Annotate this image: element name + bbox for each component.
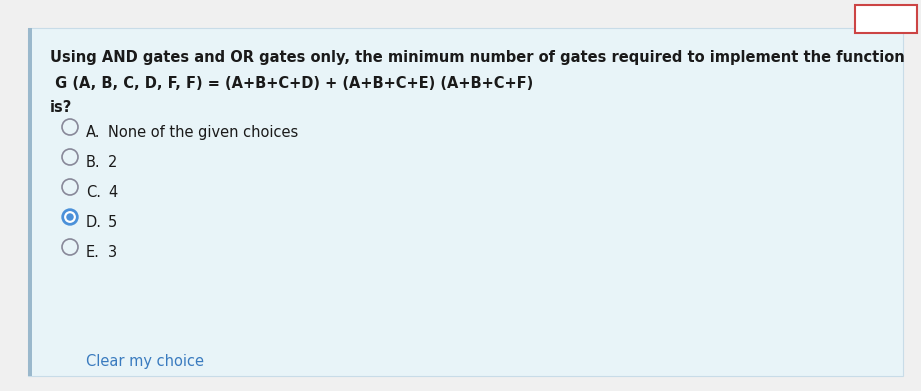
Circle shape bbox=[62, 209, 78, 225]
Text: 2: 2 bbox=[108, 155, 117, 170]
Bar bbox=[855, 5, 917, 33]
Text: 3: 3 bbox=[108, 245, 117, 260]
Text: D.: D. bbox=[86, 215, 102, 230]
Circle shape bbox=[67, 214, 73, 220]
Text: G (A, B, C, D, F, F) = (A+B+C+D) + (A+B+C+E) (A+B+C+F): G (A, B, C, D, F, F) = (A+B+C+D) + (A+B+… bbox=[50, 76, 533, 91]
Text: 4: 4 bbox=[108, 185, 117, 200]
Text: A.: A. bbox=[86, 125, 100, 140]
Text: Clear my choice: Clear my choice bbox=[86, 354, 204, 369]
Text: B.: B. bbox=[86, 155, 100, 170]
Text: 5: 5 bbox=[108, 215, 117, 230]
Bar bbox=[28, 28, 32, 376]
Text: C.: C. bbox=[86, 185, 101, 200]
Text: None of the given choices: None of the given choices bbox=[108, 125, 298, 140]
Circle shape bbox=[64, 212, 76, 222]
Text: E.: E. bbox=[86, 245, 99, 260]
FancyBboxPatch shape bbox=[28, 28, 903, 376]
Text: is?: is? bbox=[50, 100, 73, 115]
Text: Using AND gates and OR gates only, the minimum number of gates required to imple: Using AND gates and OR gates only, the m… bbox=[50, 50, 904, 65]
